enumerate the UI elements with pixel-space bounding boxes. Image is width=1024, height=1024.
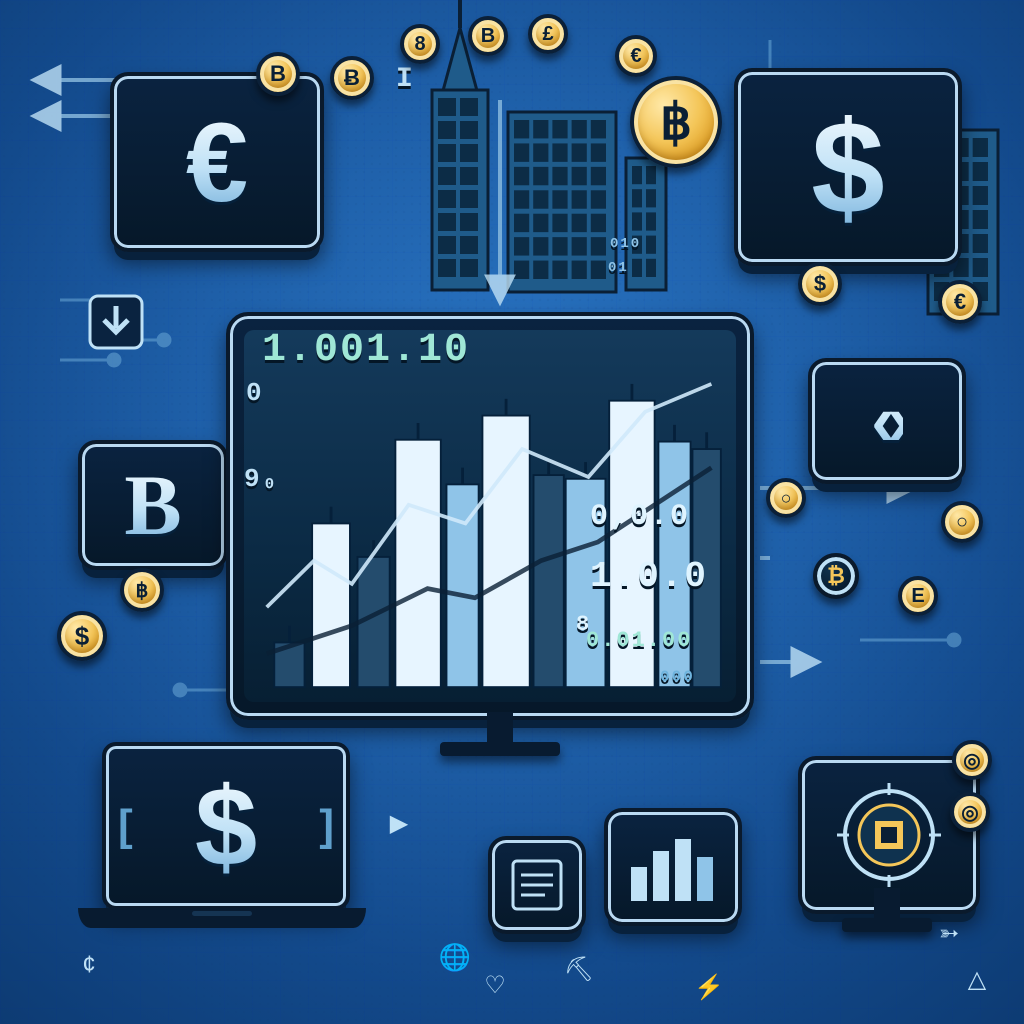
euro-glyph: € bbox=[186, 98, 248, 227]
b-panel: B bbox=[78, 440, 228, 570]
letter-I: I bbox=[396, 64, 415, 95]
coin-icon: ฿ bbox=[630, 76, 722, 168]
readout-side0: 0 bbox=[246, 378, 264, 408]
b-glyph: B bbox=[124, 455, 181, 555]
coin-icon: $ bbox=[798, 262, 842, 306]
readout-side90: 9₀ bbox=[244, 464, 279, 494]
monitor-stand bbox=[440, 742, 560, 756]
code-panel: ‹› bbox=[808, 358, 966, 484]
readout-r1: 0,0.0 bbox=[590, 500, 690, 534]
mini-lines-panel bbox=[488, 836, 586, 934]
readout-r2: 1.0.0 bbox=[590, 556, 708, 597]
bits-01: 01 bbox=[608, 260, 629, 276]
shovel-icon: ⛏ bbox=[562, 952, 596, 986]
coin-icon: ₿ bbox=[813, 553, 859, 599]
rocket-icon: ➳ bbox=[932, 916, 966, 950]
mini-doc-icon bbox=[507, 855, 567, 915]
mini-bars-panel bbox=[604, 808, 742, 926]
readout-top: 1.001.10 bbox=[262, 328, 470, 373]
coin-icon: € bbox=[615, 35, 657, 77]
coin-icon: ◎ bbox=[952, 740, 992, 780]
coin-icon: $ bbox=[57, 611, 107, 661]
coin-icon: Ƀ bbox=[330, 56, 374, 100]
coin-icon: E bbox=[898, 576, 938, 616]
coin-icon: ฿ bbox=[120, 568, 164, 612]
bits-010: 010 bbox=[610, 236, 641, 252]
readout-r4: 000 bbox=[660, 668, 695, 686]
mini-bars-icon bbox=[623, 827, 723, 907]
globe-icon: 🌐 bbox=[438, 940, 472, 974]
cent-icon: ¢ bbox=[72, 948, 106, 982]
play-icon: ▶ bbox=[382, 806, 416, 840]
coin-icon: B bbox=[468, 16, 508, 56]
dollar-top-panel: $ bbox=[734, 68, 962, 266]
coin-icon: ○ bbox=[766, 478, 806, 518]
coin-icon: 8 bbox=[400, 24, 440, 64]
heart-icon: ♡ bbox=[478, 968, 512, 1002]
laptop-base bbox=[78, 908, 366, 928]
laptop-screen: $ [ ] bbox=[102, 742, 350, 910]
coin-icon: B bbox=[256, 52, 300, 96]
chip-monitor-stand bbox=[842, 918, 932, 932]
readout-side8: 8 bbox=[576, 612, 591, 637]
euro-panel: € bbox=[110, 72, 324, 252]
triangle-icon: △ bbox=[960, 962, 994, 996]
code-glyph: ‹› bbox=[871, 380, 903, 462]
chip-icon bbox=[829, 775, 949, 895]
dollar-top-glyph: $ bbox=[811, 92, 884, 243]
coin-icon: € bbox=[938, 280, 982, 324]
coin-icon: ◎ bbox=[950, 792, 990, 832]
laptop-dollar-glyph: $ bbox=[195, 762, 257, 891]
coin-icon: £ bbox=[528, 14, 568, 54]
readout-r3: 0.01.00 bbox=[586, 628, 692, 653]
bolt-icon: ⚡ bbox=[692, 970, 726, 1004]
coin-icon: ○ bbox=[941, 501, 983, 543]
